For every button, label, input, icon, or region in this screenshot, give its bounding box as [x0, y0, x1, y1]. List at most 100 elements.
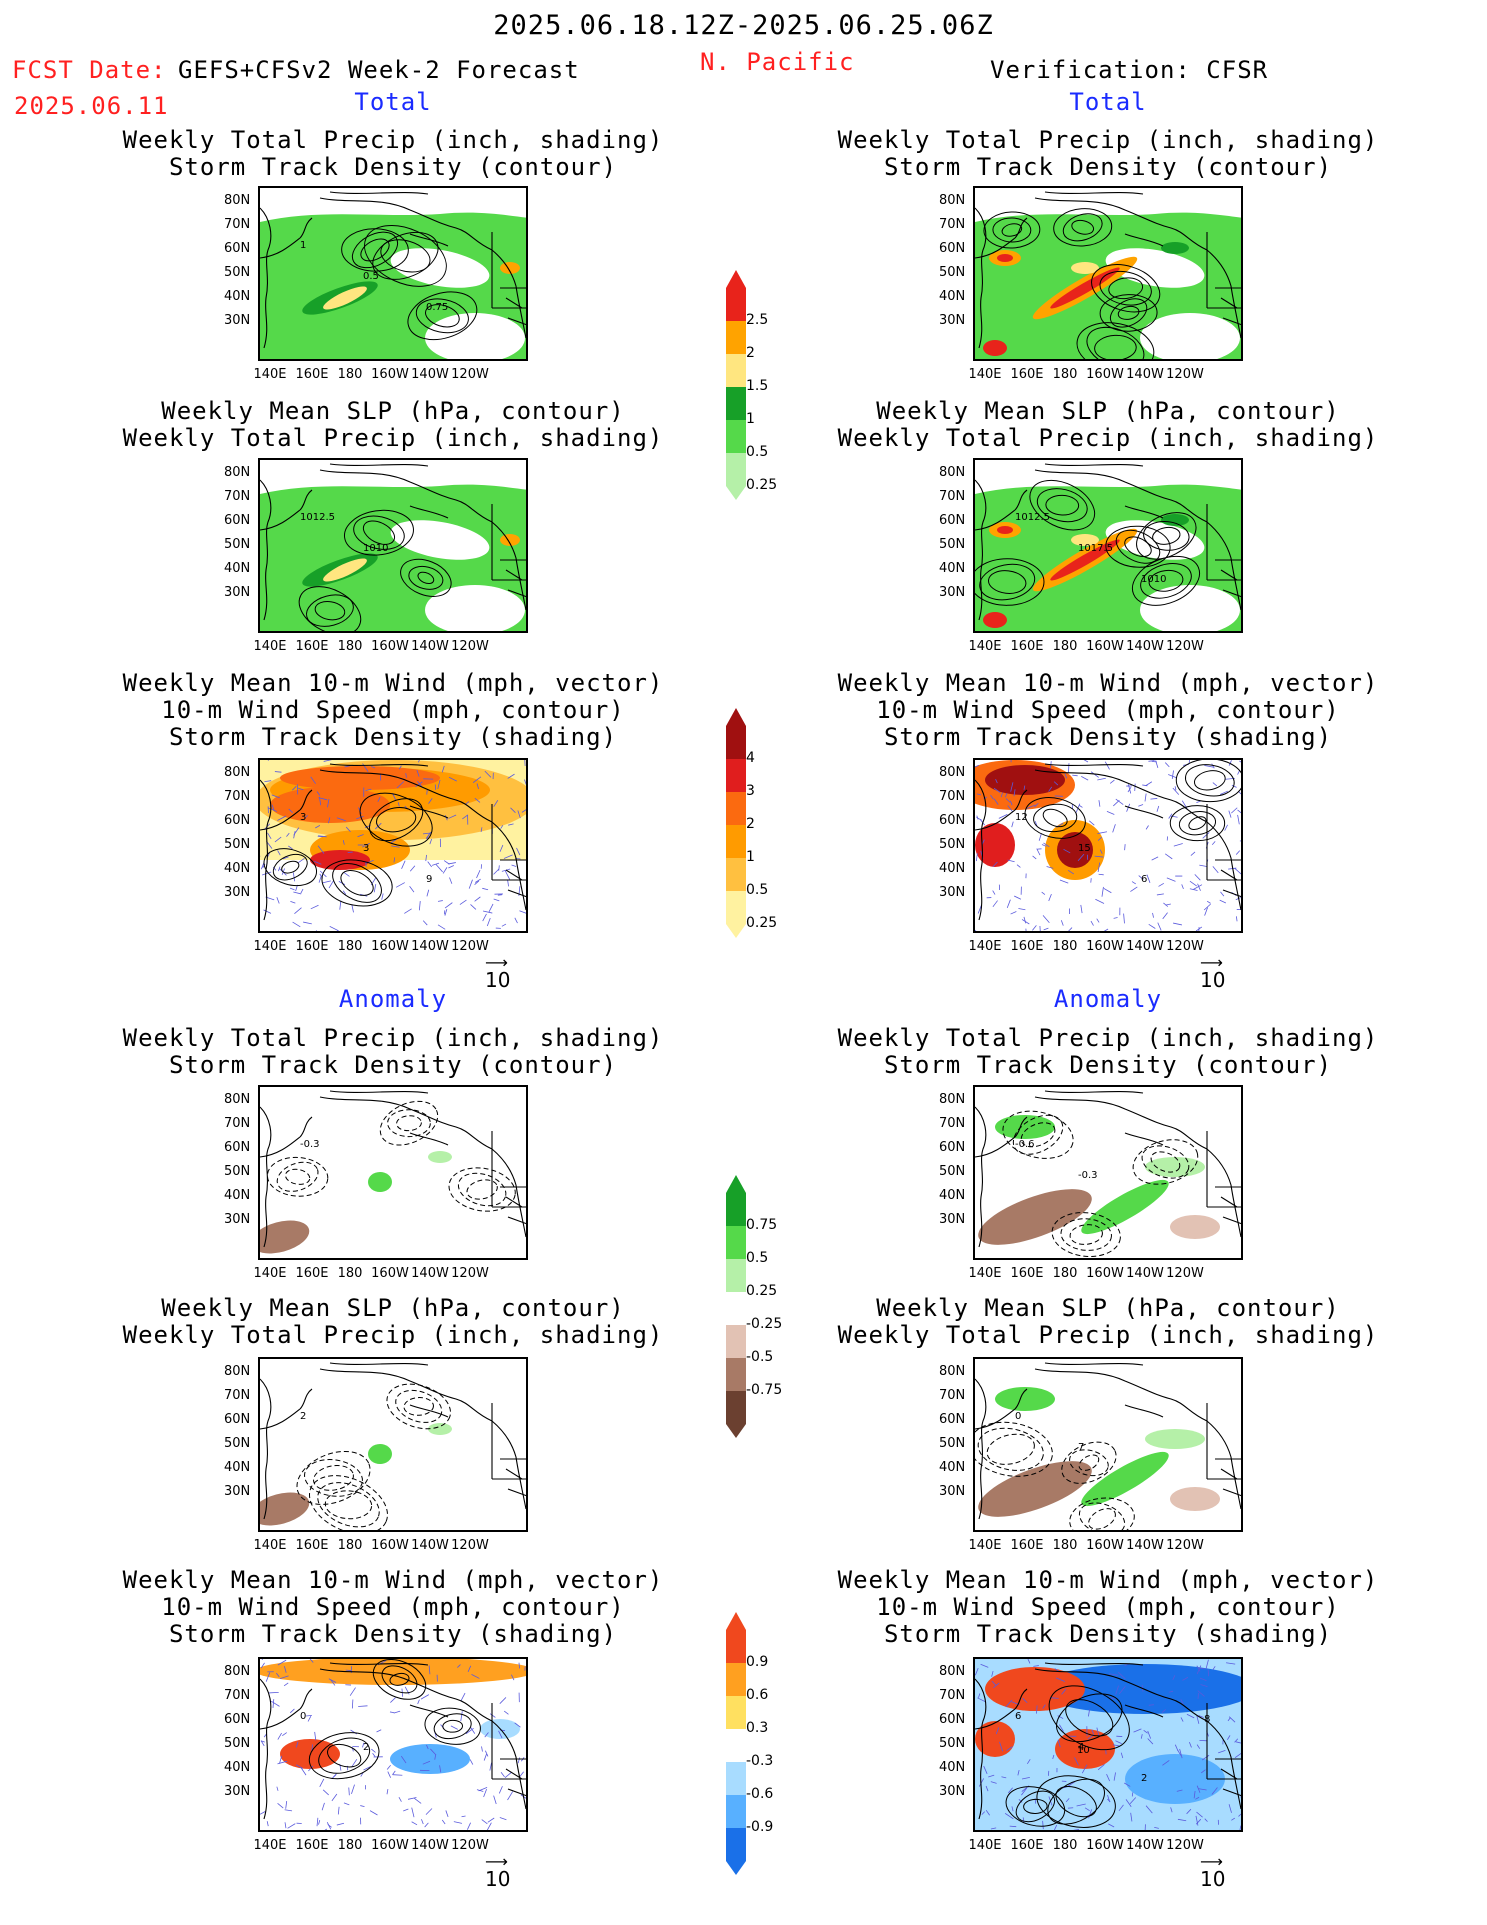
right-anomaly-heading: Anomaly	[1053, 985, 1163, 1013]
title-ra2: Weekly Mean SLP (hPa, contour) Weekly Tot…	[837, 1294, 1379, 1349]
colorbar-label: -0.6	[746, 1786, 774, 1802]
lon-tick: 180	[337, 1838, 363, 1853]
lat-tick: 30N	[224, 1484, 251, 1499]
lon-tick: 140E	[253, 1266, 287, 1281]
lat-tick: 40N	[224, 1188, 251, 1203]
lat-tick: 40N	[224, 561, 251, 576]
lat-tick: 60N	[224, 513, 251, 528]
lat-tick: 30N	[224, 885, 251, 900]
lat-tick: 50N	[224, 837, 251, 852]
lon-tick: 160E	[295, 367, 329, 382]
lat-tick: 70N	[224, 1688, 251, 1703]
colorbar-label: 0.5	[746, 1250, 769, 1266]
lat-tick: 80N	[939, 465, 966, 480]
title-la3: Weekly Mean 10-m Wind (mph, vector) 10-m …	[122, 1566, 664, 1648]
lon-tick: 140E	[253, 1838, 287, 1853]
lon-tick: 120W	[1166, 939, 1204, 954]
colorbar-storm-total: 4 3 2 1 0.5 0.25	[724, 708, 777, 942]
lat-tick: 30N	[224, 585, 251, 600]
colorbar-label: -0.75	[746, 1382, 783, 1398]
map-contour-label: 2	[363, 1742, 369, 1753]
lon-tick: 180	[1052, 1838, 1078, 1853]
lon-tick: 180	[1052, 367, 1078, 382]
title-la2: Weekly Mean SLP (hPa, contour) Weekly Tot…	[122, 1294, 664, 1349]
colorbar-label: 2	[746, 816, 755, 832]
lon-tick: 160W	[1086, 639, 1124, 654]
colorbar-label: 0.5	[746, 444, 769, 460]
lon-tick: 160W	[1086, 939, 1124, 954]
colorbar-label: 0.25	[746, 477, 778, 493]
lon-tick: 140E	[968, 367, 1002, 382]
lat-tick: 80N	[224, 765, 251, 780]
fcst-date-label: FCST Date:	[12, 56, 167, 84]
map-frame: 1012.5 1010	[258, 458, 528, 633]
left-total-heading: Total	[354, 88, 432, 116]
colorbar-label: 0.25	[746, 915, 778, 931]
colorbar-label: 0.25	[746, 1283, 778, 1299]
lat-tick: 30N	[224, 1784, 251, 1799]
lat-tick: 40N	[224, 1460, 251, 1475]
lon-tick: 120W	[451, 1538, 489, 1553]
lat-tick: 60N	[224, 1412, 251, 1427]
lon-tick: 160E	[295, 939, 329, 954]
vector-ref-la3: ⟶ 10	[485, 1852, 511, 1892]
colorbar-label: 0.75	[746, 1217, 778, 1233]
map-frame: -0.6 -0.3	[973, 1085, 1243, 1260]
title-r1: Weekly Total Precip (inch, shading) Storm…	[837, 126, 1379, 181]
map-contour-label: 4	[1078, 1742, 1084, 1753]
lon-tick: 140W	[411, 1538, 449, 1553]
lon-tick: 140W	[411, 1266, 449, 1281]
map-frame: 12 15 6	[973, 758, 1243, 933]
lat-tick: 50N	[939, 837, 966, 852]
lat-tick: 80N	[939, 765, 966, 780]
lon-tick: 140E	[253, 1538, 287, 1553]
lat-tick: 70N	[939, 217, 966, 232]
map-contour-label: 0	[1015, 1411, 1021, 1422]
lon-tick: 140W	[411, 1838, 449, 1853]
lon-tick: 120W	[1166, 367, 1204, 382]
lon-tick: 120W	[1166, 1538, 1204, 1553]
left-anomaly-heading: Anomaly	[338, 985, 448, 1013]
map-frame: -0.3	[258, 1085, 528, 1260]
lat-tick: 50N	[939, 1436, 966, 1451]
lat-tick: 70N	[224, 1116, 251, 1131]
lat-tick: 40N	[224, 861, 251, 876]
lat-tick: 80N	[224, 1092, 251, 1107]
lat-tick: 40N	[939, 861, 966, 876]
lat-tick: 70N	[939, 489, 966, 504]
lon-tick: 160W	[371, 639, 409, 654]
colorbar-label: 0.9	[746, 1654, 769, 1670]
map-contour-label: 6	[1141, 874, 1147, 885]
lon-tick: 180	[337, 367, 363, 382]
map-contour-label: 2	[300, 1411, 306, 1422]
map-contour-label: 10	[1077, 1745, 1090, 1756]
lon-tick: 140E	[253, 939, 287, 954]
lat-tick: 40N	[939, 289, 966, 304]
colorbar-label: 4	[746, 750, 755, 766]
map-contour-label: -0.3	[1078, 1170, 1098, 1181]
lat-tick: 60N	[224, 241, 251, 256]
lon-tick: 160W	[1086, 1266, 1124, 1281]
map-contour-label: 2	[1141, 1773, 1147, 1784]
title-l1: Weekly Total Precip (inch, shading) Storm…	[122, 126, 664, 181]
map-frame: 3 3 9	[258, 758, 528, 933]
colorbar-label: 1.5	[746, 378, 769, 394]
lat-tick: 40N	[939, 1460, 966, 1475]
map-frame: 1012.5 1017.5 1010	[973, 458, 1243, 633]
lon-tick: 140W	[1126, 1838, 1164, 1853]
map-contour-label: 1010	[1141, 574, 1166, 585]
lat-tick: 40N	[224, 1760, 251, 1775]
lon-tick: 160W	[371, 367, 409, 382]
lat-tick: 40N	[939, 561, 966, 576]
lon-tick: 180	[337, 1538, 363, 1553]
lon-tick: 140W	[411, 639, 449, 654]
lat-tick: 50N	[224, 537, 251, 552]
lat-tick: 60N	[939, 1412, 966, 1427]
lon-tick: 140E	[968, 639, 1002, 654]
title-l3: Weekly Mean 10-m Wind (mph, vector) 10-m …	[122, 669, 664, 751]
lon-tick: 140E	[968, 1838, 1002, 1853]
model-name: GEFS+CFSv2 Week-2 Forecast	[178, 56, 580, 84]
title-r2: Weekly Mean SLP (hPa, contour) Weekly Tot…	[837, 397, 1379, 452]
lat-tick: 60N	[224, 1140, 251, 1155]
colorbar-label: 2.5	[746, 312, 769, 328]
